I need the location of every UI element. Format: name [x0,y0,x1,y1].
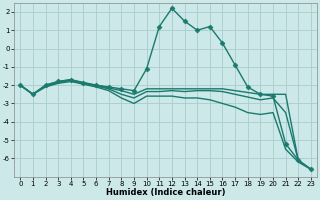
X-axis label: Humidex (Indice chaleur): Humidex (Indice chaleur) [106,188,225,197]
